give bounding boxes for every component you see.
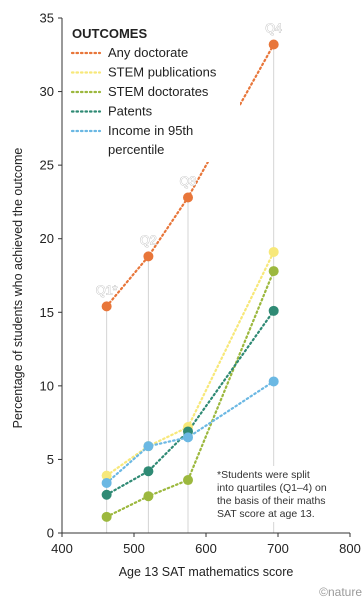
data-point <box>143 466 154 477</box>
data-point <box>101 489 112 500</box>
quartile-label: Q3 <box>180 175 197 189</box>
annotation-line: into quartiles (Q1–4) on <box>217 482 327 494</box>
data-point <box>183 475 193 486</box>
y-tick-label: 20 <box>40 231 54 246</box>
quartile-labels: Q1* Q2 Q3 Q4 <box>95 21 282 298</box>
series-line <box>105 380 275 485</box>
credit-text: ©nature <box>319 585 362 599</box>
data-point <box>143 491 154 502</box>
annotation-line: *Students were split <box>217 469 310 481</box>
annotation-line: SAT score at age 13. <box>217 508 315 520</box>
legend-label: Any doctorate <box>108 45 188 60</box>
axes: 0 5 10 15 20 25 30 35 400 500 600 700 800 <box>40 11 361 557</box>
data-point <box>268 376 279 387</box>
y-tick-label: 15 <box>40 305 54 320</box>
data-point <box>101 470 112 481</box>
data-point <box>101 511 112 522</box>
data-point <box>268 39 279 50</box>
x-tick-label: 600 <box>195 541 217 556</box>
legend-label: Patents <box>108 104 153 119</box>
y-tick-label: 30 <box>40 84 54 99</box>
legend-title: OUTCOMES <box>72 26 147 41</box>
series-line <box>105 309 275 496</box>
data-points <box>101 39 279 522</box>
y-tick-label: 0 <box>47 526 54 541</box>
legend-label: STEM publications <box>108 65 217 80</box>
series-line <box>105 270 275 518</box>
x-tick-label: 500 <box>123 541 145 556</box>
annotation-background <box>213 466 347 522</box>
data-point <box>183 432 193 443</box>
x-axis-label: Age 13 SAT mathematics score <box>119 565 294 579</box>
data-point <box>183 192 193 203</box>
data-point <box>268 266 279 277</box>
series-lines <box>105 43 275 518</box>
quartile-label: Q4 <box>265 21 282 35</box>
data-point <box>268 305 279 316</box>
quartile-label: Q1* <box>96 283 118 297</box>
legend: OUTCOMES Any doctorate STEM publications ST… <box>70 22 240 162</box>
y-tick-label: 35 <box>40 11 54 26</box>
y-tick-label: 5 <box>47 452 54 467</box>
y-tick-label: 25 <box>40 158 54 173</box>
x-tick-label: 700 <box>267 541 289 556</box>
legend-label-continued: percentile <box>108 142 164 157</box>
series-line <box>105 43 275 308</box>
data-point <box>268 246 279 257</box>
data-point <box>101 301 112 312</box>
data-point <box>143 251 154 262</box>
legend-label: STEM doctorates <box>108 84 209 99</box>
x-tick-label: 400 <box>51 541 73 556</box>
data-point <box>143 441 154 452</box>
x-tick-label: 800 <box>339 541 361 556</box>
legend-label: Income in 95th <box>108 123 193 138</box>
data-point <box>101 477 112 488</box>
y-axis-label: Percentage of students who achieved the … <box>11 148 25 429</box>
annotation-line: the basis of their maths <box>217 495 326 507</box>
y-tick-label: 10 <box>40 378 54 393</box>
series-line <box>105 250 275 477</box>
quartile-label: Q2 <box>140 233 157 247</box>
